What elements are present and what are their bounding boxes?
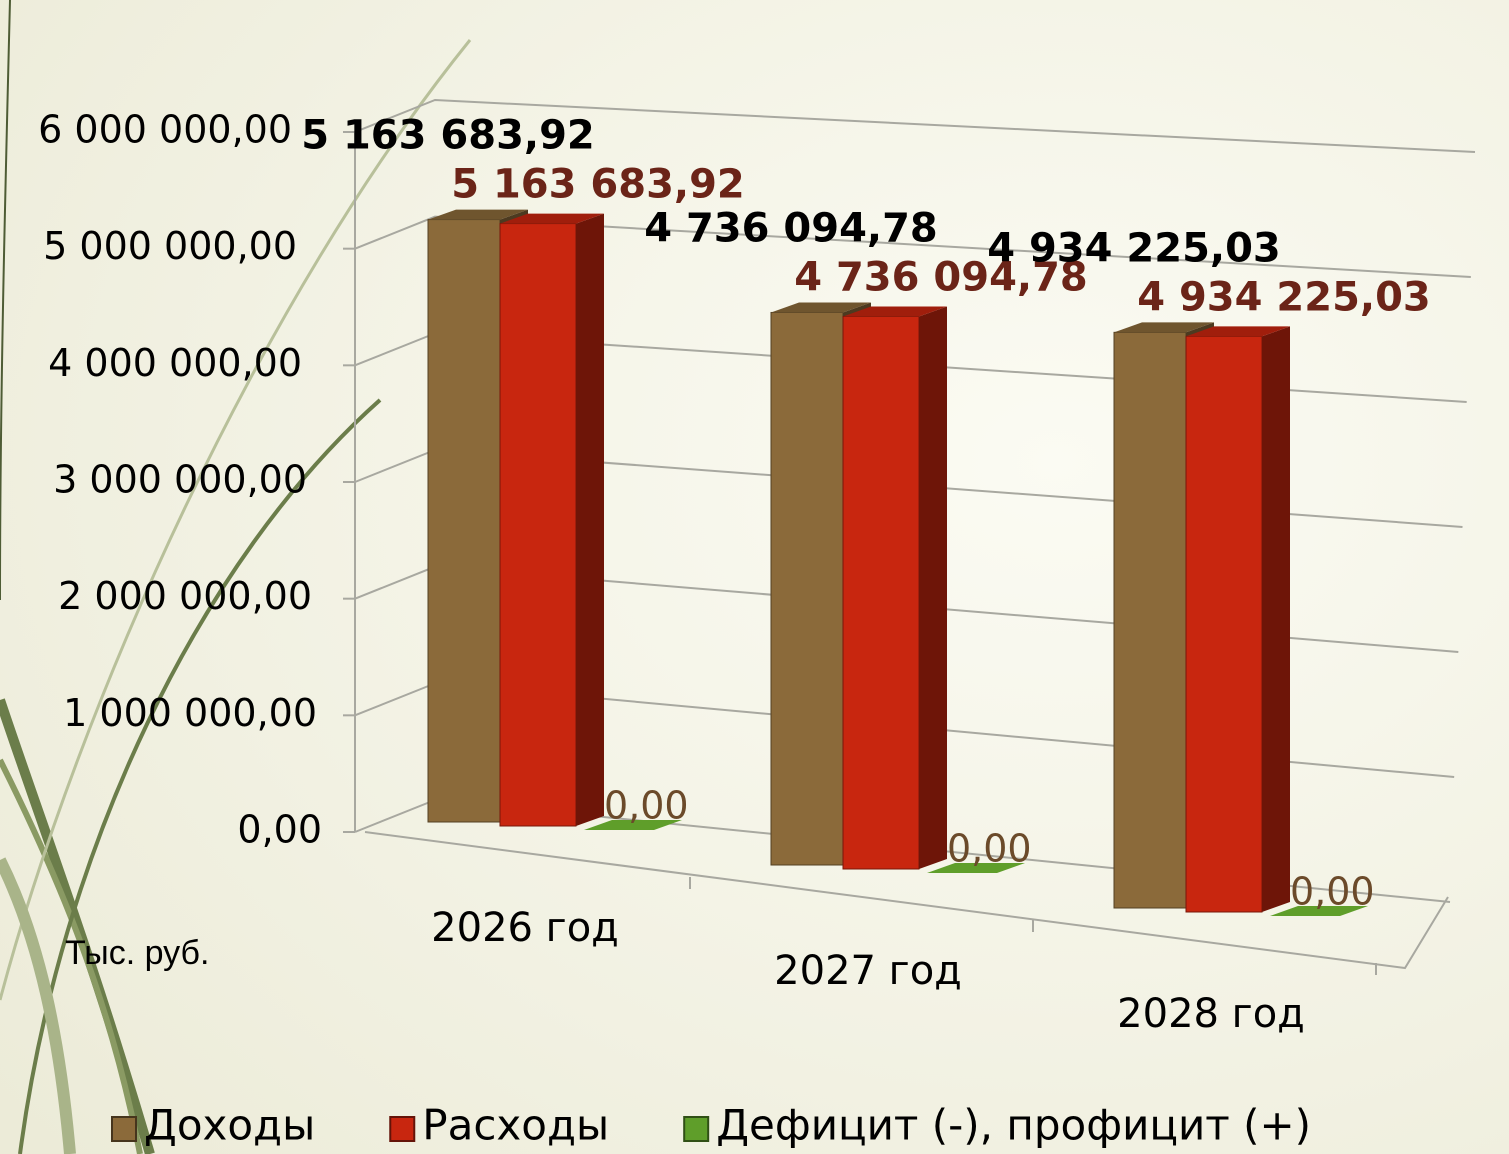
value-label: 4 934 225,03 xyxy=(987,225,1281,271)
grid-line xyxy=(354,98,1476,153)
bar-front xyxy=(1113,331,1187,909)
bar-front xyxy=(427,219,501,823)
decoration xyxy=(0,0,472,1154)
legend-label: Доходы xyxy=(144,1101,315,1150)
bar-front xyxy=(842,315,920,870)
value-label: 5 163 683,92 xyxy=(301,113,595,159)
bar-top xyxy=(500,213,604,224)
value-label: 0,00 xyxy=(947,827,1032,871)
bar-top xyxy=(1114,322,1214,333)
y-tick-label: 2 000 000,00 xyxy=(58,574,312,618)
bar xyxy=(499,213,604,827)
axis-label: Тыс. руб. xyxy=(65,934,209,972)
x-tick-label: 2028 год xyxy=(1117,991,1305,1037)
legend-swatch xyxy=(111,1116,137,1142)
floor-edge xyxy=(364,831,1449,970)
legend-label: Дефицит (-), профицит (+) xyxy=(716,1101,1311,1150)
bar-side xyxy=(1262,326,1290,912)
value-label: 4 736 094,78 xyxy=(794,254,1088,300)
y-tick-label: 5 000 000,00 xyxy=(43,224,297,268)
bar-top xyxy=(927,863,1025,873)
bar-side xyxy=(919,306,947,870)
bar-top xyxy=(843,306,947,317)
bar-front xyxy=(770,311,844,866)
bar-front xyxy=(1185,335,1263,913)
bar-front xyxy=(499,223,577,827)
grid-line xyxy=(354,215,1471,278)
value-label: 4 934 225,03 xyxy=(1137,274,1431,320)
bar-top xyxy=(428,209,528,220)
x-tick-label: 2027 год xyxy=(774,948,962,994)
y-tick-label: 4 000 000,00 xyxy=(48,341,302,385)
value-label: 0,00 xyxy=(1290,870,1375,914)
value-label: 4 736 094,78 xyxy=(644,205,938,251)
legend-label: Расходы xyxy=(422,1101,609,1150)
bar xyxy=(1270,906,1368,916)
y-tick-label: 6 000 000,00 xyxy=(38,108,292,152)
bar xyxy=(1185,326,1290,913)
value-label: 5 163 683,92 xyxy=(451,162,745,208)
value-label: 0,00 xyxy=(604,784,689,828)
bar-top xyxy=(771,302,871,313)
bar xyxy=(584,820,682,830)
bar xyxy=(842,306,947,870)
legend-swatch xyxy=(389,1116,416,1142)
bar-top xyxy=(1186,326,1290,337)
bar-side xyxy=(576,213,604,827)
y-tick-label: 3 000 000,00 xyxy=(53,458,307,502)
legend-swatch xyxy=(683,1116,710,1142)
y-tick-label: 1 000 000,00 xyxy=(63,691,317,735)
bar xyxy=(927,863,1025,873)
bar-top xyxy=(1270,906,1368,916)
x-tick-label: 2026 год xyxy=(431,905,619,951)
bar-top xyxy=(584,820,682,830)
y-tick-label: 0,00 xyxy=(237,808,322,852)
